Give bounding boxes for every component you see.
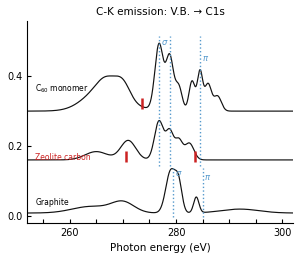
Text: $\pi$: $\pi$	[204, 173, 211, 182]
Text: Zeolite carbon: Zeolite carbon	[35, 153, 91, 162]
Text: C$_{60}$ monomer: C$_{60}$ monomer	[35, 83, 89, 95]
Text: Graphite: Graphite	[35, 198, 69, 207]
Text: $\sigma$: $\sigma$	[160, 38, 168, 47]
Title: C-K emission: V.B. → C1s: C-K emission: V.B. → C1s	[96, 7, 225, 17]
Text: $\pi$: $\pi$	[202, 54, 209, 63]
X-axis label: Photon energy (eV): Photon energy (eV)	[110, 243, 211, 253]
Text: $\sigma$: $\sigma$	[175, 169, 182, 178]
